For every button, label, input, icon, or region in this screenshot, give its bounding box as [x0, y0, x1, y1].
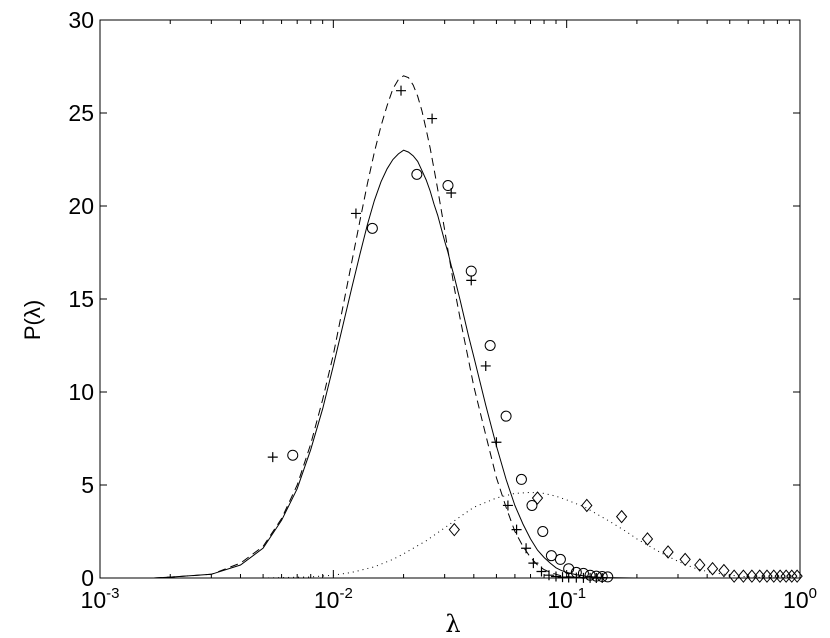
- circle-marker: [602, 571, 614, 583]
- y-tick-label: 10: [68, 379, 94, 405]
- plot-frame: [99, 19, 801, 579]
- circle-marker: [515, 473, 527, 485]
- plus-marker: [480, 360, 491, 371]
- y-tick-label: 5: [81, 472, 94, 498]
- series-dashed-line: [153, 75, 608, 579]
- diamond-marker: [581, 498, 593, 513]
- circle-marker: [526, 499, 538, 511]
- x-tick-label: 100: [783, 585, 817, 613]
- diamond-marker: [718, 563, 730, 578]
- x-tick-base: 10: [547, 587, 573, 613]
- circle-marker: [287, 449, 299, 461]
- x-tick-exponent: -1: [573, 585, 586, 602]
- x-tick-exponent: -3: [106, 585, 119, 602]
- y-tick-label: 0: [81, 565, 94, 591]
- y-tick-label: 30: [68, 7, 94, 33]
- series-solid-line: [153, 149, 660, 579]
- diamond-marker: [774, 569, 786, 583]
- plot-area: [99, 19, 801, 579]
- series-layer: [153, 75, 803, 583]
- plus-marker: [511, 524, 522, 535]
- plus-marker: [267, 452, 278, 463]
- circle-marker: [577, 567, 589, 579]
- x-tick-exponent: 0: [809, 585, 817, 602]
- plus-marker: [466, 275, 477, 286]
- circle-marker: [465, 265, 477, 277]
- series-dotted-line: [263, 491, 801, 579]
- x-tick-base: 10: [81, 587, 107, 613]
- diamond-marker: [679, 552, 691, 567]
- plus-marker: [543, 570, 554, 581]
- circle-marker: [563, 563, 575, 575]
- diamond-marker: [694, 558, 706, 572]
- x-tick-exponent: -2: [339, 585, 352, 602]
- plus-marker: [502, 500, 513, 511]
- circle-marker: [545, 550, 557, 562]
- plus-marker: [521, 543, 532, 554]
- circle-marker: [590, 570, 602, 582]
- circle-marker: [584, 569, 596, 581]
- circle-marker: [537, 526, 549, 537]
- diamond-marker: [531, 491, 544, 505]
- plus-marker: [396, 85, 407, 96]
- diamond-marker: [641, 532, 654, 546]
- diamond-marker: [662, 545, 674, 559]
- x-tick-label: 10-1: [547, 585, 586, 613]
- plus-marker: [528, 558, 539, 569]
- circle-marker: [484, 340, 496, 351]
- x-axis-label: λ: [445, 610, 460, 638]
- circle-marker: [596, 571, 608, 583]
- plus-marker: [350, 208, 361, 219]
- diamond-marker: [754, 569, 766, 583]
- y-tick-label: 20: [68, 193, 94, 219]
- diamond-marker: [737, 569, 750, 583]
- x-tick-label: 10-2: [314, 585, 353, 613]
- diamond-marker: [706, 561, 719, 576]
- circle-marker: [411, 168, 423, 180]
- x-tick-label: 10-3: [81, 585, 120, 613]
- diamond-marker: [728, 569, 740, 583]
- circle-marker: [554, 553, 566, 565]
- circle-marker: [500, 410, 512, 422]
- circle-marker: [570, 566, 582, 578]
- diamond-marker: [448, 522, 460, 537]
- diamond-marker: [786, 569, 798, 583]
- diamond-marker: [615, 509, 628, 524]
- x-tick-base: 10: [783, 587, 809, 613]
- y-tick-label: 15: [68, 286, 94, 312]
- circle-marker: [366, 222, 378, 234]
- plus-marker: [491, 437, 502, 448]
- plus-marker: [427, 113, 438, 124]
- y-tick-label: 25: [68, 100, 94, 126]
- circle-marker: [442, 180, 454, 192]
- x-tick-base: 10: [314, 587, 340, 613]
- plus-marker: [536, 566, 547, 577]
- y-axis-label: P(λ): [20, 300, 45, 340]
